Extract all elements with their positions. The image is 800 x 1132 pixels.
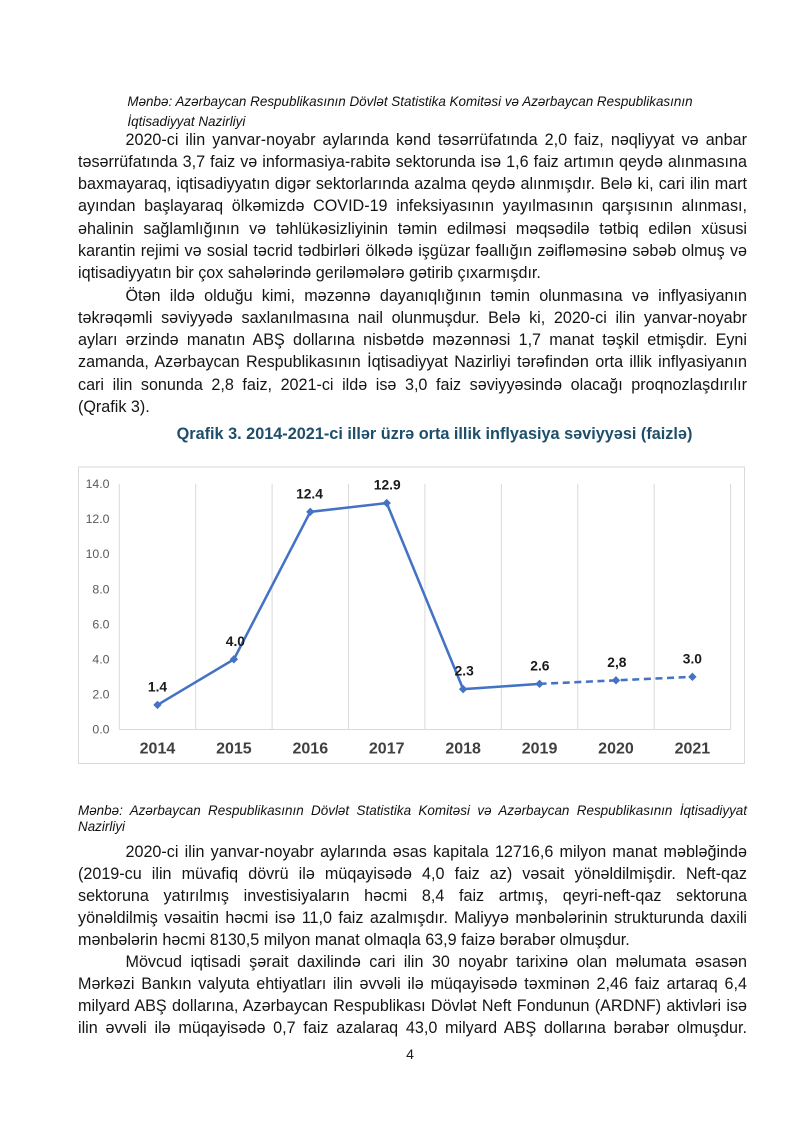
svg-text:10.0: 10.0 — [86, 547, 110, 561]
svg-text:2019: 2019 — [522, 741, 558, 758]
svg-text:6.0: 6.0 — [92, 617, 109, 631]
svg-text:2017: 2017 — [369, 741, 405, 758]
svg-text:14.0: 14.0 — [86, 477, 110, 491]
svg-text:3.0: 3.0 — [683, 651, 703, 666]
svg-text:2,8: 2,8 — [607, 655, 627, 670]
svg-text:2020: 2020 — [598, 741, 634, 758]
svg-text:4.0: 4.0 — [92, 652, 109, 666]
svg-text:12.4: 12.4 — [296, 486, 323, 501]
svg-text:2.6: 2.6 — [530, 658, 550, 673]
svg-text:2018: 2018 — [445, 741, 481, 758]
svg-text:4.0: 4.0 — [226, 634, 246, 649]
svg-text:8.0: 8.0 — [92, 582, 109, 596]
svg-text:0.0: 0.0 — [92, 723, 109, 737]
svg-text:12.0: 12.0 — [86, 512, 110, 526]
svg-text:2015: 2015 — [216, 741, 252, 758]
svg-text:1.4: 1.4 — [148, 679, 168, 694]
svg-text:12.9: 12.9 — [374, 478, 401, 493]
svg-text:2.0: 2.0 — [92, 688, 109, 702]
svg-text:2.3: 2.3 — [455, 664, 475, 679]
svg-text:2014: 2014 — [140, 741, 176, 758]
svg-text:2021: 2021 — [675, 741, 711, 758]
svg-text:2016: 2016 — [293, 741, 329, 758]
